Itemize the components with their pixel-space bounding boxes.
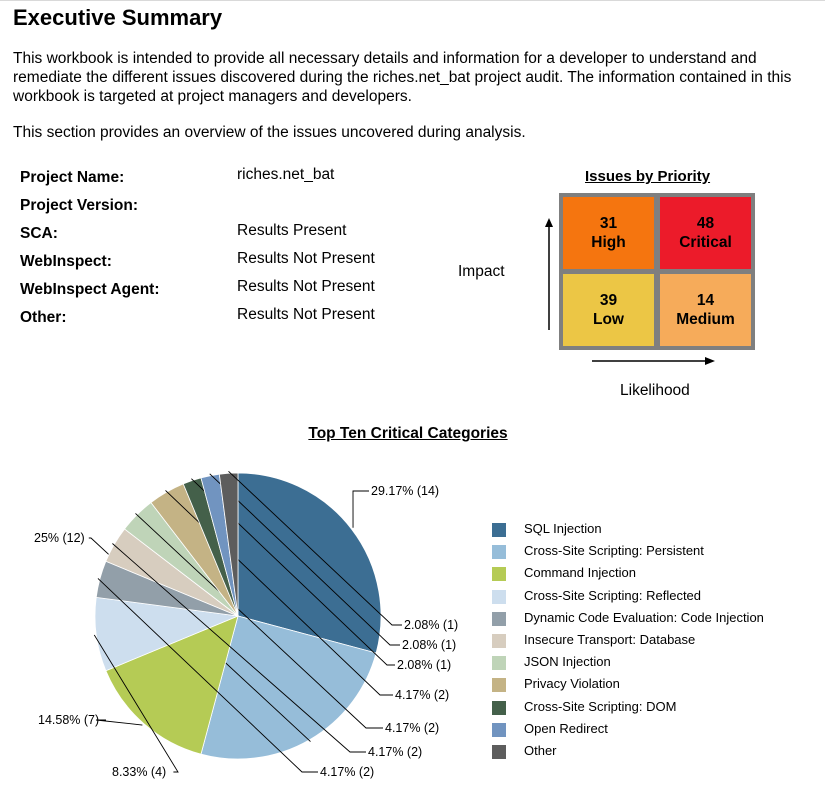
legend-label: Other bbox=[524, 742, 557, 758]
pie-slice-label-0: 29.17% (14) bbox=[371, 484, 439, 498]
priority-cell-low: 39 Low bbox=[563, 274, 654, 346]
pie-slice-10 bbox=[218, 472, 239, 617]
legend-swatch bbox=[492, 656, 506, 671]
pie-slice-label-2: 14.58% (7) bbox=[38, 713, 99, 727]
intro-paragraph: This workbook is intended to provide all… bbox=[13, 50, 792, 105]
legend-swatch bbox=[492, 611, 506, 626]
legend-label: Insecure Transport: Database bbox=[524, 631, 696, 647]
legend-label: JSON Injection bbox=[524, 654, 611, 670]
legend-swatch bbox=[492, 700, 506, 715]
pie-slice-label-8: 2.08% (1) bbox=[397, 658, 451, 672]
project-version-label: Project Version: bbox=[20, 197, 139, 214]
impact-axis-label: Impact bbox=[458, 263, 505, 280]
medium-count: 14 bbox=[696, 292, 715, 309]
pie-leader-line-6 bbox=[135, 513, 383, 729]
pie-slice-label-4: 4.17% (2) bbox=[320, 765, 374, 779]
legend-swatch bbox=[492, 633, 506, 648]
impact-axis-arrow bbox=[545, 218, 553, 330]
likelihood-axis-label: Likelihood bbox=[620, 382, 690, 399]
likelihood-axis-arrow bbox=[592, 357, 715, 365]
overview-paragraph: This section provides an overview of the… bbox=[13, 124, 526, 141]
pie-slice-label-3: 8.33% (4) bbox=[112, 765, 166, 779]
critical-label: Critical bbox=[679, 234, 732, 251]
medium-label: Medium bbox=[676, 311, 735, 328]
legend-swatch bbox=[492, 545, 506, 560]
pie-slice-2 bbox=[105, 615, 239, 755]
sca-value: Results Present bbox=[237, 222, 347, 239]
critical-count: 48 bbox=[696, 215, 715, 232]
legend-swatch bbox=[492, 523, 506, 537]
pie-slice-0 bbox=[237, 472, 382, 654]
top-border-line bbox=[0, 0, 825, 1]
legend-label: Cross-Site Scripting: DOM bbox=[524, 698, 677, 714]
pie-leader-line-5 bbox=[112, 543, 366, 753]
pie-chart: 29.17% (14) 25% (12) 14.58% (7) 8.33% (4) 4.… bbox=[34, 470, 458, 779]
project-name-label: Project Name: bbox=[20, 169, 125, 186]
pie-leader-line-8 bbox=[191, 478, 395, 666]
pie-slice-label-9: 2.08% (1) bbox=[402, 638, 456, 652]
pie-leader-line-2 bbox=[95, 719, 143, 726]
webinspect-label: WebInspect: bbox=[20, 253, 112, 270]
pie-slice-label-10: 2.08% (1) bbox=[404, 618, 458, 632]
priority-grid-title: Issues by Priority bbox=[585, 168, 711, 185]
legend-swatch bbox=[492, 678, 506, 693]
priority-cell-medium: 14 Medium bbox=[660, 274, 751, 346]
priority-grid: 31 High 48 Critical 39 Low 14 Medium bbox=[559, 193, 755, 350]
pie-slice-label-1: 25% (12) bbox=[34, 531, 85, 545]
high-label: High bbox=[591, 234, 626, 251]
legend-label: Open Redirect bbox=[524, 720, 608, 736]
legend-label: Dynamic Code Evaluation: Code Injection bbox=[524, 609, 764, 625]
legend-label: Cross-Site Scripting: Persistent bbox=[524, 543, 704, 559]
low-label: Low bbox=[593, 311, 624, 328]
pie-leader-line-3 bbox=[93, 634, 179, 773]
pie-leader-line-0 bbox=[352, 490, 369, 528]
legend-swatch bbox=[492, 744, 506, 759]
other-value: Results Not Present bbox=[237, 306, 375, 323]
low-count: 39 bbox=[599, 292, 618, 309]
webinspect-value: Results Not Present bbox=[237, 250, 375, 267]
project-name-value: riches.net_bat bbox=[237, 166, 335, 183]
legend-swatch bbox=[492, 722, 506, 737]
chart-title-row: Top Ten Critical Categories bbox=[0, 425, 825, 443]
priority-cell-high: 31 High bbox=[563, 197, 654, 269]
pie-leader-line-4 bbox=[97, 578, 318, 773]
legend-label: Privacy Violation bbox=[524, 676, 620, 692]
pie-leader-line-1 bbox=[88, 537, 311, 742]
page-title: Executive Summary bbox=[13, 5, 223, 30]
pie-leader-line-10 bbox=[228, 470, 402, 626]
priority-cell-critical: 48 Critical bbox=[660, 197, 751, 269]
legend-swatch bbox=[492, 589, 506, 604]
pie-leader-line-9 bbox=[209, 473, 400, 646]
legend-label: Command Injection bbox=[524, 565, 636, 581]
webinspect-agent-value: Results Not Present bbox=[237, 278, 375, 295]
webinspect-agent-label: WebInspect Agent: bbox=[20, 281, 160, 298]
sca-label: SCA: bbox=[20, 225, 58, 242]
chart-title: Top Ten Critical Categories bbox=[308, 425, 508, 442]
pie-slice-label-7: 4.17% (2) bbox=[395, 688, 449, 702]
pie-slice-label-6: 4.17% (2) bbox=[385, 721, 439, 735]
pie-slice-1 bbox=[200, 615, 377, 760]
legend-swatch bbox=[492, 567, 506, 582]
high-count: 31 bbox=[599, 215, 618, 232]
legend-label: Cross-Site Scripting: Reflected bbox=[524, 587, 702, 603]
legend-label: SQL Injection bbox=[524, 521, 602, 536]
other-label: Other: bbox=[20, 309, 67, 326]
pie-slice-label-5: 4.17% (2) bbox=[368, 745, 422, 759]
